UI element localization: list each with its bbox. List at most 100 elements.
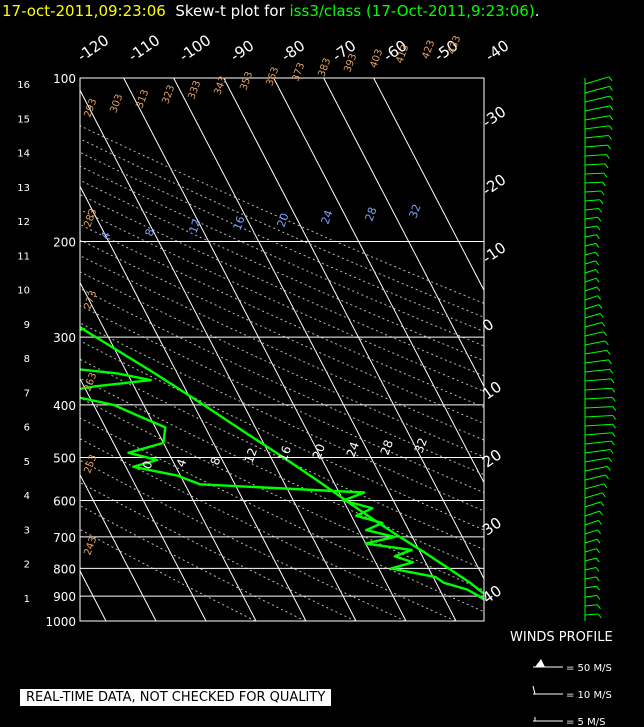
- moist-adiabat-label: 12: [242, 446, 260, 465]
- wind-barb-flag: [606, 154, 610, 159]
- pressure-tick-label: 700: [53, 531, 76, 545]
- wind-barb: [584, 415, 613, 418]
- wind-barb: [584, 115, 610, 121]
- wind-barb-flag: [607, 144, 611, 150]
- wind-barb: [584, 519, 599, 526]
- isotherm-right-label: 30: [479, 514, 505, 540]
- wind-barb-flag: [609, 369, 614, 374]
- wind-barb-flag: [610, 378, 615, 384]
- wind-barb-flag: [603, 483, 608, 489]
- wind-barb: [584, 95, 610, 103]
- wind-barb: [584, 144, 608, 148]
- wind-barb-flag: [606, 466, 611, 471]
- pressure-tick-label: 100: [53, 72, 76, 86]
- dry-adiabat-label: 253: [82, 453, 99, 475]
- height-tick-label: 2: [24, 560, 30, 571]
- dry-adiabat-label: 353: [238, 70, 255, 92]
- wind-barb: [584, 331, 604, 337]
- wind-barb: [584, 286, 597, 292]
- wind-barb-flag: [597, 613, 602, 619]
- wind-barb-flag: [609, 115, 614, 121]
- moist-adiabat-label: 32: [412, 436, 430, 455]
- dry-adiabat-line: [80, 255, 484, 441]
- moist-adiabat-label: 16: [276, 444, 294, 463]
- wind-barb-flag: [608, 135, 612, 140]
- mixing-ratio-label: 4: [99, 230, 114, 241]
- wind-barb: [584, 251, 596, 256]
- wind-barb: [584, 234, 597, 238]
- wind-barb: [584, 349, 608, 355]
- wind-barb: [584, 474, 606, 481]
- wind-barb: [584, 313, 601, 319]
- pressure-tick-label: 200: [53, 235, 76, 249]
- height-tick-label: 12: [17, 217, 30, 228]
- wind-barb: [584, 322, 603, 328]
- isotherm-top-label: -120: [74, 31, 112, 65]
- mixing-ratio-label: 24: [319, 208, 336, 226]
- height-tick-label: 6: [24, 423, 30, 434]
- dry-adiabat-line: [80, 322, 484, 512]
- mixing-ratio-label: 8: [143, 227, 158, 238]
- wind-barb-flag: [601, 492, 606, 498]
- wind-barb-flag: [596, 585, 600, 591]
- wind-barb: [584, 457, 609, 463]
- isotherm-line: [273, 78, 484, 484]
- wind-barb: [584, 440, 612, 445]
- wind-barb-flag: [595, 269, 600, 274]
- wind-barb: [584, 465, 608, 472]
- wind-barb-flag: [596, 538, 601, 544]
- chart-title: 17-oct-2011,09:23:06 Skew-t plot for iss…: [2, 2, 539, 20]
- pressure-tick-label: 900: [53, 590, 76, 604]
- wind-barb-flag: [598, 304, 603, 309]
- dry-adiabat-label: 383: [316, 57, 333, 79]
- wind-barb: [584, 538, 598, 544]
- dry-adiabat-label: 373: [290, 61, 307, 83]
- isotherm-line: [173, 78, 457, 621]
- moist-adiabat-label: 4: [174, 457, 190, 469]
- wind-barb: [584, 387, 612, 391]
- dry-adiabat-line: [80, 504, 306, 621]
- wind-barb: [584, 163, 606, 166]
- wind-barb-flag: [608, 125, 613, 130]
- wind-barb-flag: [612, 423, 616, 429]
- wind-barb-flag: [604, 163, 609, 169]
- wind-barb-flag: [597, 295, 602, 301]
- dry-adiabat-label: 243: [82, 535, 99, 557]
- wind-barb-flag: [596, 595, 601, 600]
- wind-legend-label: = 10 M/S: [566, 690, 612, 701]
- dry-adiabat-line: [80, 271, 484, 458]
- mixing-ratio-label: 16: [231, 214, 248, 232]
- wind-barb-flag: [596, 286, 601, 292]
- isotherm-line: [123, 78, 407, 621]
- wind-barb: [584, 576, 597, 580]
- wind-barb: [584, 449, 611, 454]
- wind-barb: [584, 295, 598, 301]
- wind-barb-flag: [609, 95, 614, 101]
- isotherm-line: [323, 78, 484, 388]
- wind-barb: [584, 595, 597, 598]
- wind-barb: [584, 181, 603, 184]
- wind-barb-flag: [603, 172, 608, 178]
- wind-legend-barb: [532, 685, 536, 695]
- wind-barb-flag: [596, 234, 600, 239]
- wind-barb: [584, 340, 606, 346]
- wind-barb-flag: [595, 260, 599, 266]
- wind-barb-flag: [595, 277, 600, 283]
- wind-barb: [584, 304, 600, 310]
- pressure-tick-label: 600: [53, 495, 76, 509]
- dry-adiabat-line: [80, 397, 484, 591]
- isotherm-top-label: -110: [125, 31, 163, 65]
- wind-barb: [584, 557, 597, 562]
- wind-barb: [584, 378, 612, 382]
- wind-barb: [584, 105, 611, 112]
- wind-barb: [584, 432, 613, 436]
- wind-barb: [584, 190, 602, 193]
- wind-barb-flag: [609, 105, 614, 111]
- wind-barb-flag: [597, 529, 601, 535]
- wind-barb-flag: [595, 251, 599, 257]
- wind-barb: [584, 85, 610, 94]
- wind-barb-flag: [604, 340, 609, 346]
- height-tick-label: 11: [17, 251, 30, 262]
- plot-frame: [79, 77, 485, 622]
- isotherm-right-label: 10: [479, 378, 505, 404]
